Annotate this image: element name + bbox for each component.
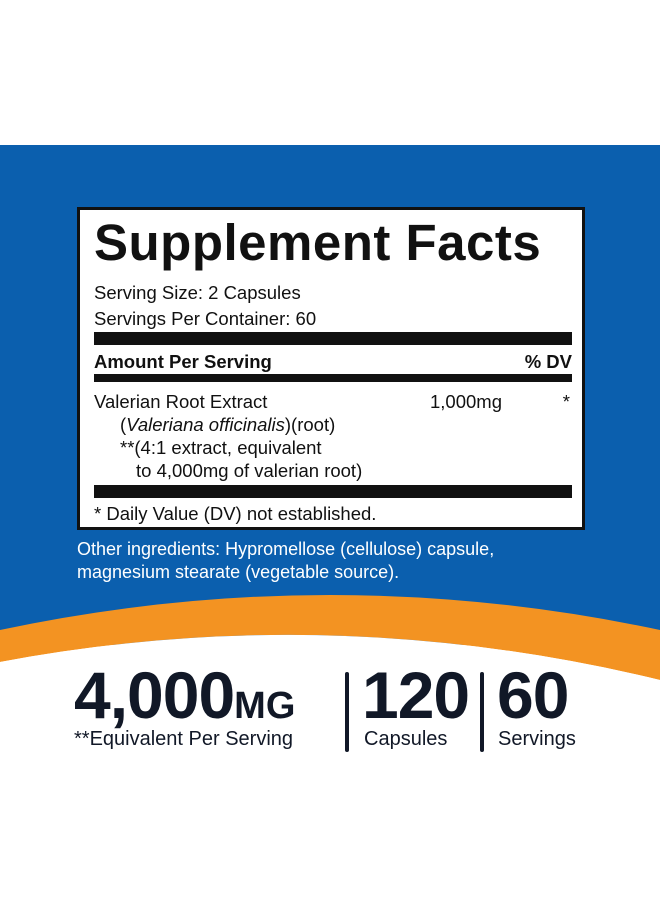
dose-label: **Equivalent Per Serving (74, 728, 294, 750)
divider-thick (94, 332, 572, 345)
divider-thick-bottom (94, 485, 572, 498)
dv-header: % DV (524, 351, 572, 372)
paren: ( (120, 414, 127, 435)
servings-per-container: Servings Per Container: 60 (94, 308, 317, 329)
panel-title: Supplement Facts (94, 214, 542, 271)
dose-unit: MG (234, 685, 296, 727)
highlight-dose: 4,000MG (74, 662, 296, 728)
footnote: * Daily Value (DV) not established. (94, 503, 377, 524)
ingredient-amount: 1,000mg (430, 391, 502, 412)
separator (345, 672, 349, 752)
other-ingredients-line1: Other ingredients: Hypromellose (cellulo… (77, 539, 495, 559)
root-label: )(root) (284, 414, 336, 435)
white-bottom (0, 634, 660, 900)
supplement-facts-panel: Supplement Facts Serving Size: 2 Capsule… (77, 207, 585, 530)
serving-size: Serving Size: 2 Capsules (94, 282, 301, 303)
latin-name: Valeriana officinalis (126, 414, 285, 435)
capsule-count: 120 (362, 658, 470, 732)
serving-count: 60 (497, 658, 569, 732)
ingredient-note-1: **(4:1 extract, equivalent (120, 437, 322, 458)
capsule-label: Capsules (364, 728, 448, 750)
amount-header: Amount Per Serving (94, 351, 272, 372)
ingredient-latin: (Valeriana officinalis)(root) (120, 414, 335, 435)
ingredient-note-2: to 4,000mg of valerian root) (136, 460, 363, 481)
orange-swoosh (0, 595, 660, 680)
dose-value: 4,000 (74, 658, 235, 732)
ingredient-dv: * (562, 391, 570, 412)
other-ingredients-line2: magnesium stearate (vegetable source). (77, 562, 400, 582)
divider-medium (94, 374, 572, 382)
separator (480, 672, 484, 752)
serving-label: Servings (498, 728, 576, 750)
ingredient-name: Valerian Root Extract (94, 391, 268, 412)
